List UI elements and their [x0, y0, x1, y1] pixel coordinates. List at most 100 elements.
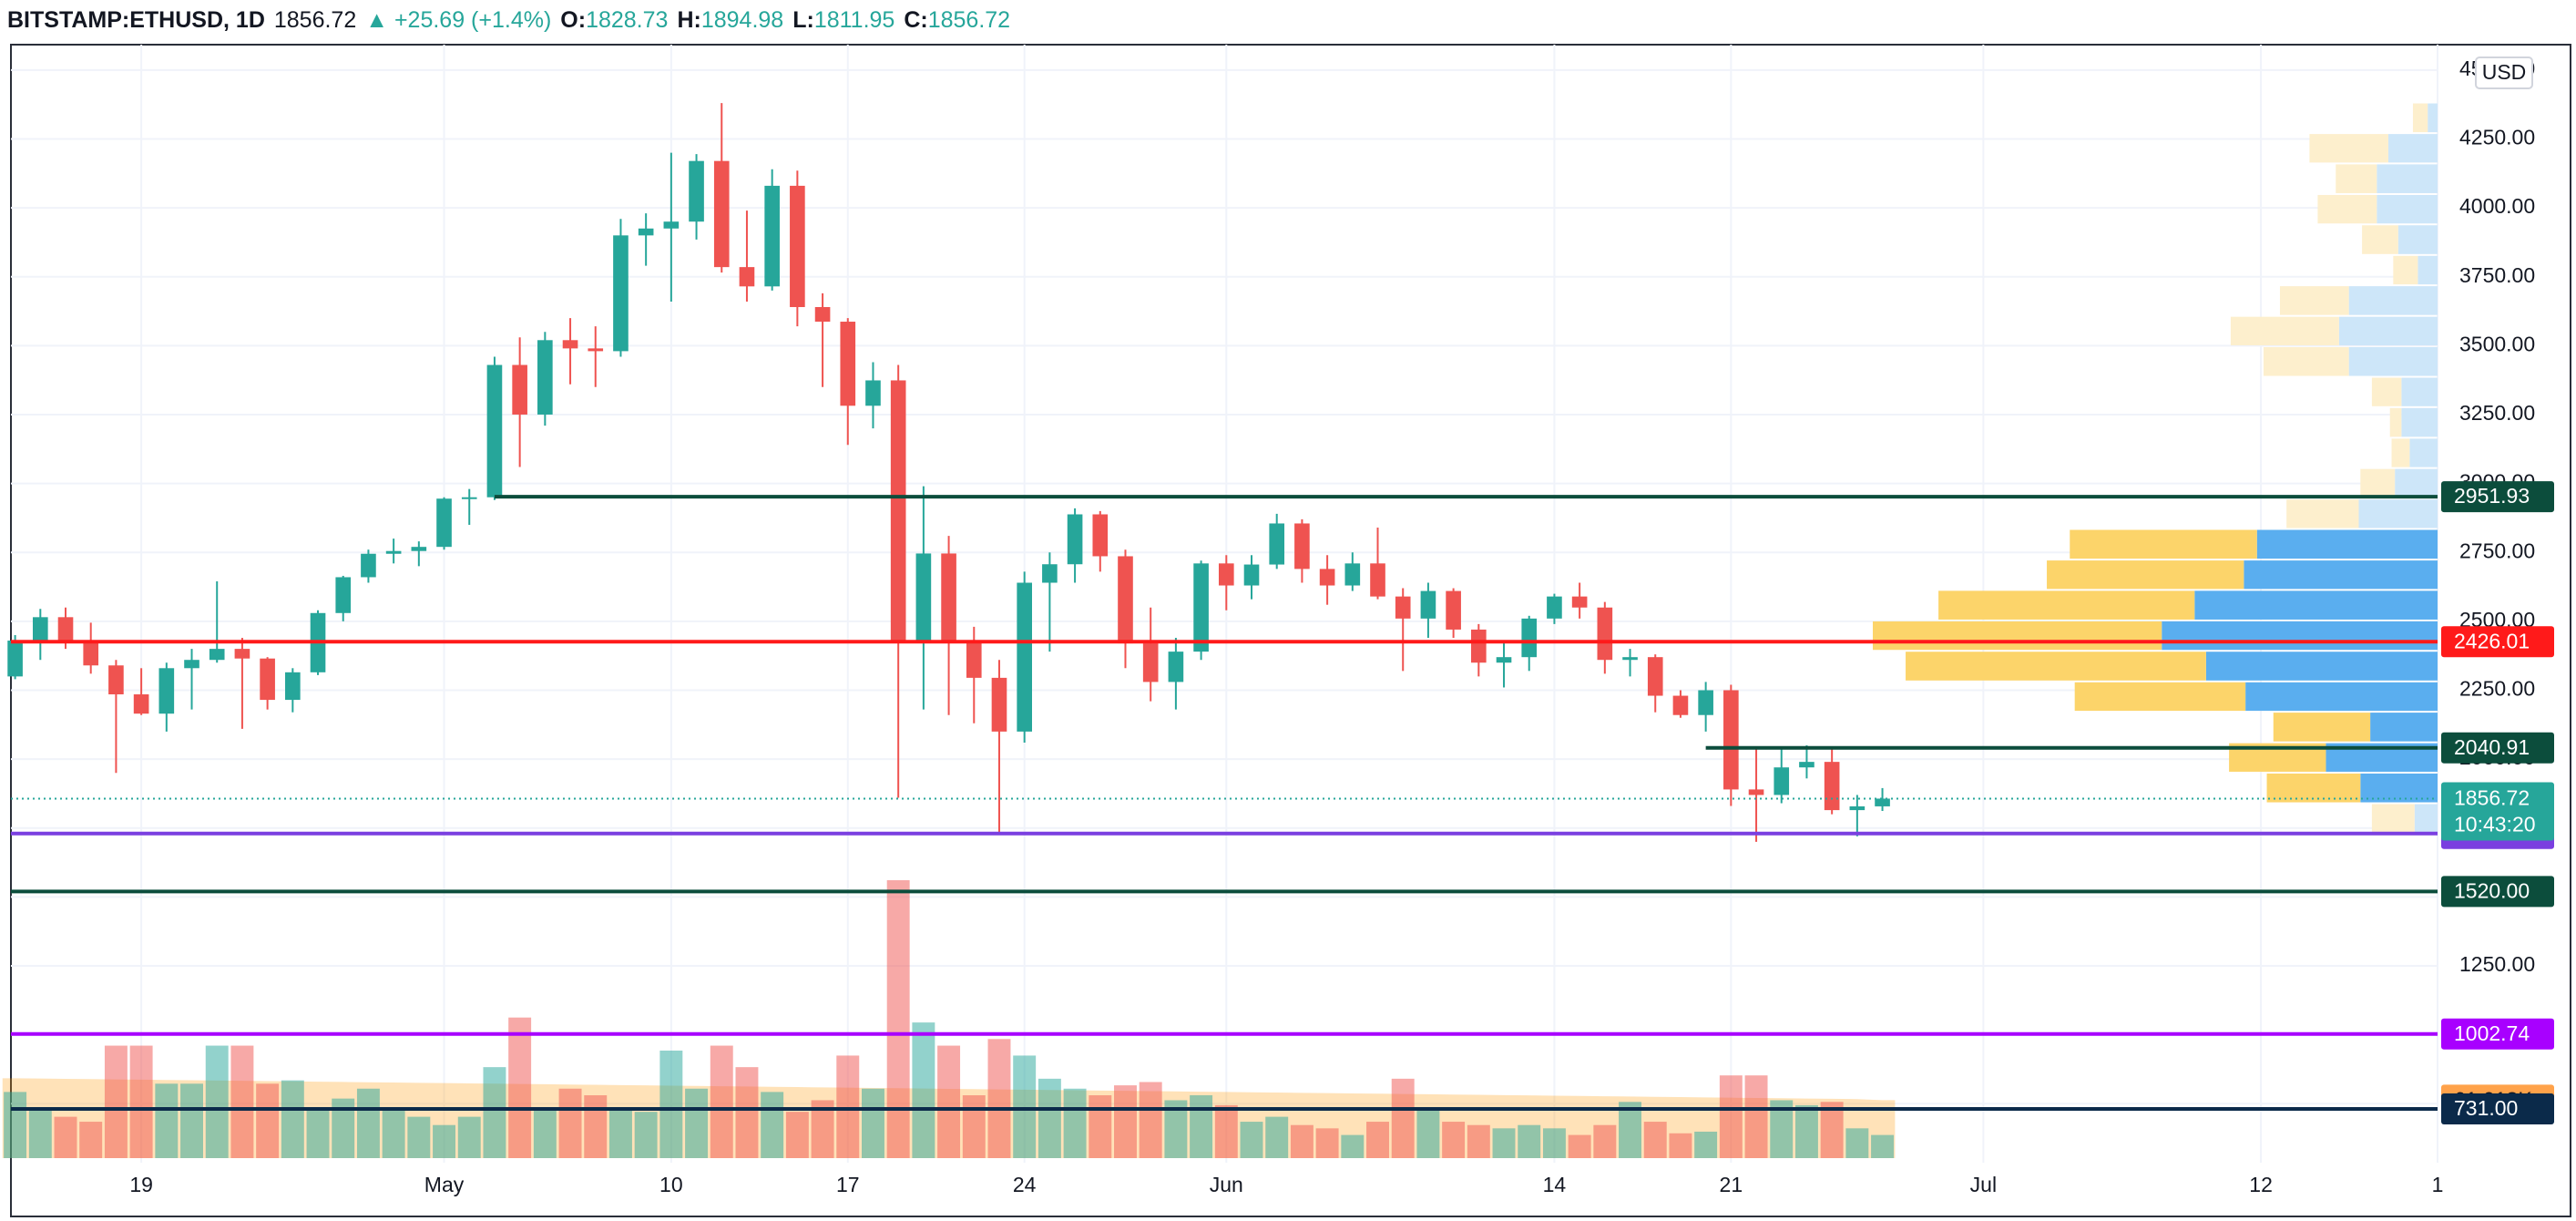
- close-value: 1856.72: [927, 6, 1011, 33]
- volume-bar: [761, 1092, 784, 1158]
- candle-body: [991, 677, 1007, 732]
- candle-body: [1672, 695, 1689, 715]
- y-tick-label: 2750.00: [2459, 539, 2535, 562]
- profile-down: [2391, 438, 2410, 467]
- volume-bar: [1820, 1102, 1844, 1158]
- profile-down: [2273, 713, 2371, 742]
- volume-bar: [483, 1067, 506, 1158]
- ohlc-label: C:: [904, 6, 928, 33]
- profile-down: [2266, 773, 2361, 803]
- profile-down: [2317, 194, 2377, 224]
- candle-body: [1723, 690, 1739, 790]
- profile-down: [2279, 286, 2349, 315]
- candle-body: [1243, 564, 1260, 586]
- profile-up: [2244, 560, 2438, 590]
- candle-body: [1471, 629, 1487, 663]
- profile-down: [2230, 316, 2339, 345]
- profile-up: [2256, 529, 2438, 559]
- candle-body: [865, 380, 881, 406]
- x-tick-label: 1: [2432, 1173, 2444, 1196]
- candle-body: [663, 221, 680, 229]
- profile-up: [2414, 804, 2438, 833]
- x-tick-label: Jun: [1210, 1173, 1243, 1196]
- volume-bar: [1669, 1133, 1692, 1158]
- profile-up: [2162, 621, 2438, 651]
- candle-body: [1193, 563, 1209, 652]
- profile-up: [2397, 225, 2438, 254]
- change: ▲ +25.69 (+1.4%): [365, 6, 552, 33]
- volume-bar: [1442, 1122, 1466, 1158]
- candle-body: [613, 235, 629, 352]
- profile-up: [2401, 377, 2438, 406]
- volume-bar: [1366, 1122, 1389, 1158]
- candle-body: [335, 577, 352, 613]
- profile-up: [2348, 286, 2438, 315]
- profile-up: [2401, 407, 2438, 437]
- profile-down: [2336, 164, 2377, 193]
- volume-bar: [129, 1045, 153, 1158]
- x-tick-label: 12: [2249, 1173, 2273, 1196]
- candle-body: [1420, 590, 1436, 619]
- volume-bar: [1315, 1128, 1339, 1158]
- candle-body: [890, 380, 906, 641]
- candle-body: [915, 553, 932, 641]
- y-tick-label: 3250.00: [2459, 401, 2535, 425]
- volume-bar: [205, 1045, 229, 1158]
- volume-bar: [533, 1108, 557, 1158]
- candle-body: [1521, 618, 1538, 658]
- profile-up: [2409, 438, 2438, 467]
- volume-bar: [558, 1088, 582, 1158]
- y-tick-label: 2250.00: [2459, 677, 2535, 701]
- profile-down: [2074, 682, 2246, 712]
- volume-bar: [457, 1116, 481, 1158]
- candle-body: [1344, 563, 1361, 586]
- candle-body: [1395, 596, 1411, 619]
- candle-body: [361, 553, 376, 578]
- volume-bar: [155, 1083, 179, 1158]
- chart-frame: [10, 44, 2571, 1217]
- candle-body: [1092, 514, 1109, 557]
- volume-bar: [1719, 1075, 1743, 1158]
- volume-bar: [54, 1116, 77, 1158]
- volume-bar: [104, 1045, 128, 1158]
- candle-body: [713, 160, 730, 268]
- currency-label: USD: [2482, 60, 2527, 84]
- candle-body: [840, 322, 856, 406]
- legend-header: BITSTAMP:ETHUSD, 1D 1856.72 ▲ +25.69 (+1…: [7, 2, 1010, 38]
- candle-body: [57, 617, 74, 642]
- volume-bar: [1089, 1095, 1112, 1158]
- candle-body: [790, 185, 805, 307]
- volume-bar: [1467, 1124, 1490, 1158]
- y-tick-label: 4000.00: [2459, 194, 2535, 218]
- candle-body: [32, 617, 48, 641]
- volume-bar: [1139, 1082, 1162, 1158]
- candle-body: [486, 364, 503, 498]
- candle-body: [562, 340, 578, 349]
- volume-bar: [4, 1092, 27, 1158]
- profile-down: [2362, 225, 2398, 254]
- volume-bar: [230, 1045, 254, 1158]
- y-tick-label: 3750.00: [2459, 263, 2535, 287]
- volume-bar: [306, 1108, 330, 1158]
- candle-body: [1647, 657, 1663, 696]
- candle-body: [1547, 596, 1562, 619]
- candle-body: [1294, 523, 1310, 569]
- level-label: 2951.93: [2454, 484, 2530, 508]
- candle-body: [739, 267, 755, 287]
- profile-down: [2371, 804, 2415, 833]
- last-price: 1856.72: [273, 6, 357, 33]
- volume-bar: [836, 1055, 860, 1158]
- volume-bar: [1038, 1078, 1061, 1158]
- level-label-box: [2441, 732, 2554, 764]
- volume-bar: [785, 1112, 809, 1158]
- y-tick-label: 3500.00: [2459, 332, 2535, 355]
- candle-body: [1849, 805, 1866, 811]
- candle-body: [1799, 762, 1814, 768]
- profile-down: [2047, 560, 2244, 590]
- candle-body: [1571, 596, 1588, 608]
- candle-body: [1774, 767, 1790, 795]
- currency-box: [2475, 56, 2533, 89]
- volume-bar: [1114, 1085, 1137, 1158]
